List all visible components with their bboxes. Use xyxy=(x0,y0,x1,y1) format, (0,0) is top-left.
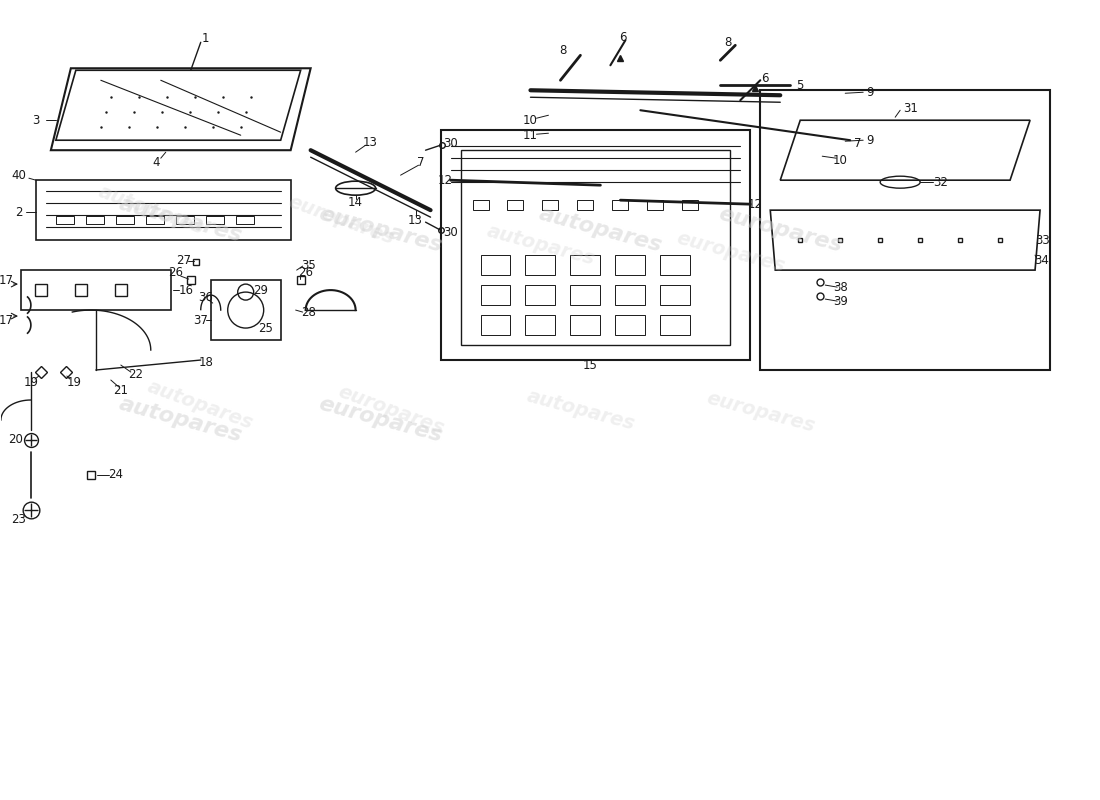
Text: 6: 6 xyxy=(618,30,626,44)
Bar xyxy=(660,255,691,275)
Bar xyxy=(615,285,646,305)
Text: autopares: autopares xyxy=(537,204,664,256)
Text: europares: europares xyxy=(674,229,786,276)
Text: autopares: autopares xyxy=(117,194,244,246)
Bar xyxy=(176,216,194,224)
Bar xyxy=(86,216,103,224)
Text: 17: 17 xyxy=(0,274,13,286)
Text: autopares: autopares xyxy=(145,377,256,433)
Text: 40: 40 xyxy=(11,169,26,182)
Text: 19: 19 xyxy=(66,375,81,389)
Text: autopares: autopares xyxy=(484,222,596,269)
Bar xyxy=(473,200,488,210)
Bar xyxy=(146,216,164,224)
Bar xyxy=(615,315,646,335)
Bar xyxy=(481,315,510,335)
Bar xyxy=(507,200,524,210)
Text: 3: 3 xyxy=(32,114,40,126)
Bar xyxy=(461,150,730,345)
Bar xyxy=(481,255,510,275)
Bar xyxy=(526,315,556,335)
Bar xyxy=(571,315,601,335)
Text: 25: 25 xyxy=(258,322,273,334)
Text: europares: europares xyxy=(317,204,444,256)
Text: 13: 13 xyxy=(408,214,424,226)
Text: 2: 2 xyxy=(15,206,23,218)
Text: 30: 30 xyxy=(443,137,458,150)
Text: 13: 13 xyxy=(363,136,378,149)
Text: 7: 7 xyxy=(855,137,862,150)
Bar xyxy=(235,216,254,224)
Bar xyxy=(206,216,223,224)
Bar xyxy=(760,90,1050,370)
Text: europares: europares xyxy=(285,192,396,248)
Text: 39: 39 xyxy=(833,294,848,307)
Text: 20: 20 xyxy=(9,434,23,446)
Text: 9: 9 xyxy=(867,134,873,146)
Text: europares: europares xyxy=(704,388,816,436)
Text: 1: 1 xyxy=(202,32,209,45)
Bar xyxy=(660,285,691,305)
Text: 32: 32 xyxy=(933,176,947,189)
Text: autopares: autopares xyxy=(525,386,637,434)
Text: 26: 26 xyxy=(168,266,184,278)
Bar xyxy=(526,285,556,305)
Text: 30: 30 xyxy=(443,226,458,238)
Text: 24: 24 xyxy=(108,469,123,482)
Text: 34: 34 xyxy=(1035,254,1049,266)
Text: 22: 22 xyxy=(129,367,143,381)
Text: 6: 6 xyxy=(761,72,769,85)
Text: 38: 38 xyxy=(833,281,848,294)
Bar xyxy=(615,255,646,275)
Text: 12: 12 xyxy=(748,198,762,210)
Text: 37: 37 xyxy=(194,314,208,326)
Text: europares: europares xyxy=(716,204,845,256)
Text: 18: 18 xyxy=(198,355,213,369)
Text: 31: 31 xyxy=(903,102,917,114)
Bar xyxy=(56,216,74,224)
Text: 16: 16 xyxy=(178,283,194,297)
Bar xyxy=(211,280,280,340)
Text: 36: 36 xyxy=(198,290,213,303)
Bar xyxy=(571,285,601,305)
Text: 14: 14 xyxy=(348,196,363,209)
Bar xyxy=(660,315,691,335)
Text: 12: 12 xyxy=(438,174,453,186)
Text: 7: 7 xyxy=(417,156,425,169)
Text: 11: 11 xyxy=(522,129,538,142)
Text: 9: 9 xyxy=(867,86,873,98)
Bar xyxy=(578,200,593,210)
Text: europares: europares xyxy=(317,394,444,446)
Text: 21: 21 xyxy=(113,383,129,397)
Text: 15: 15 xyxy=(583,358,598,371)
Text: autopares: autopares xyxy=(96,182,207,238)
Bar xyxy=(571,255,601,275)
Bar xyxy=(440,130,750,360)
Bar xyxy=(542,200,559,210)
Bar xyxy=(682,200,698,210)
Text: 8: 8 xyxy=(725,36,732,49)
Text: 4: 4 xyxy=(152,156,160,169)
Text: 33: 33 xyxy=(1035,234,1049,246)
Text: 8: 8 xyxy=(559,44,566,57)
Text: 17: 17 xyxy=(0,314,13,326)
Text: 10: 10 xyxy=(522,114,538,126)
Text: 23: 23 xyxy=(11,514,26,526)
Text: 27: 27 xyxy=(176,254,191,266)
Bar xyxy=(481,285,510,305)
Bar xyxy=(648,200,663,210)
Bar xyxy=(116,216,134,224)
Text: 5: 5 xyxy=(796,78,804,92)
Text: 29: 29 xyxy=(253,283,268,297)
Text: 35: 35 xyxy=(301,258,316,272)
Text: 26: 26 xyxy=(298,266,314,278)
Text: europares: europares xyxy=(334,382,447,438)
Text: 28: 28 xyxy=(301,306,316,318)
Text: 10: 10 xyxy=(833,154,848,166)
Bar xyxy=(526,255,556,275)
Text: 19: 19 xyxy=(23,375,38,389)
Text: autopares: autopares xyxy=(117,394,244,446)
Bar xyxy=(613,200,628,210)
